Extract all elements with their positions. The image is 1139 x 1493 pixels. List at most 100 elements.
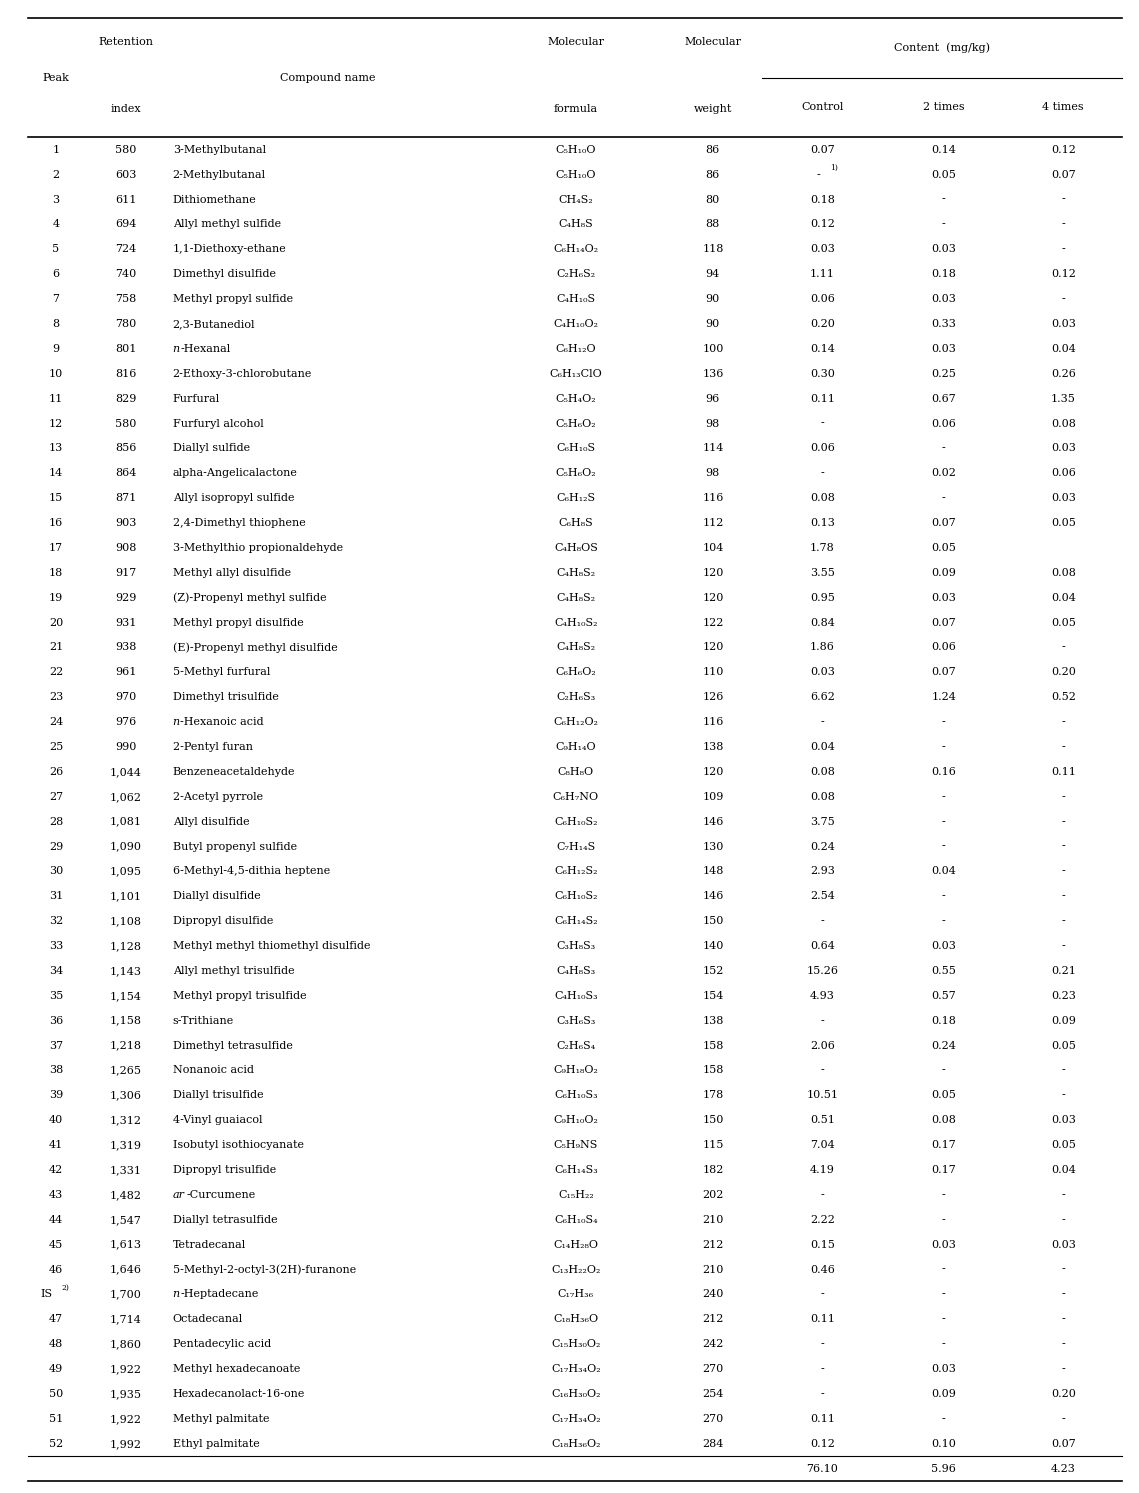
Text: 0.03: 0.03 <box>810 245 835 254</box>
Text: 1.86: 1.86 <box>810 642 835 652</box>
Text: 903: 903 <box>115 518 137 529</box>
Text: 1,158: 1,158 <box>109 1015 141 1026</box>
Text: 0.52: 0.52 <box>1051 693 1075 702</box>
Text: 210: 210 <box>702 1265 723 1275</box>
Text: 929: 929 <box>115 593 137 603</box>
Text: C₉H₁₀O₂: C₉H₁₀O₂ <box>554 1115 598 1126</box>
Text: n: n <box>173 1290 180 1299</box>
Text: 100: 100 <box>702 343 723 354</box>
Text: 136: 136 <box>702 369 723 379</box>
Text: 871: 871 <box>115 493 137 503</box>
Text: n: n <box>173 343 180 354</box>
Text: 0.14: 0.14 <box>810 343 835 354</box>
Text: 1: 1 <box>52 145 59 155</box>
Text: -: - <box>820 1190 825 1200</box>
Text: Methyl propyl sulfide: Methyl propyl sulfide <box>173 294 293 305</box>
Text: 0.07: 0.07 <box>1051 1439 1075 1448</box>
Text: 158: 158 <box>702 1041 723 1051</box>
Text: -: - <box>942 1066 945 1075</box>
Text: C₆H₁₀S: C₆H₁₀S <box>556 443 596 454</box>
Text: 938: 938 <box>115 642 137 652</box>
Text: 1,922: 1,922 <box>109 1414 141 1424</box>
Text: 5-Methyl-2-octyl-3(2H)-furanone: 5-Methyl-2-octyl-3(2H)-furanone <box>173 1265 355 1275</box>
Text: 98: 98 <box>706 418 720 428</box>
Text: -: - <box>820 1339 825 1350</box>
Text: 28: 28 <box>49 817 63 827</box>
Text: n: n <box>173 717 180 727</box>
Text: -: - <box>1062 717 1065 727</box>
Text: (E)-Propenyl methyl disulfide: (E)-Propenyl methyl disulfide <box>173 642 337 652</box>
Text: 2,4-Dimethyl thiophene: 2,4-Dimethyl thiophene <box>173 518 305 529</box>
Text: 864: 864 <box>115 469 137 478</box>
Text: 96: 96 <box>706 394 720 403</box>
Text: 35: 35 <box>49 991 63 1000</box>
Text: 42: 42 <box>49 1165 63 1175</box>
Text: 138: 138 <box>702 1015 723 1026</box>
Text: C₁₅H₃₀O₂: C₁₅H₃₀O₂ <box>551 1339 600 1350</box>
Text: 148: 148 <box>702 866 723 876</box>
Text: formula: formula <box>554 105 598 113</box>
Text: Peak: Peak <box>42 73 69 82</box>
Text: 0.18: 0.18 <box>932 269 957 279</box>
Text: 0.06: 0.06 <box>810 443 835 454</box>
Text: 0.08: 0.08 <box>1051 567 1075 578</box>
Text: 0.07: 0.07 <box>810 145 835 155</box>
Text: -: - <box>1062 891 1065 902</box>
Text: Furfuryl alcohol: Furfuryl alcohol <box>173 418 263 428</box>
Text: 0.04: 0.04 <box>1051 343 1075 354</box>
Text: C₁₈H₃₆O₂: C₁₈H₃₆O₂ <box>551 1439 600 1448</box>
Text: Dimethyl tetrasulfide: Dimethyl tetrasulfide <box>173 1041 293 1051</box>
Text: 178: 178 <box>703 1090 723 1100</box>
Text: 2.93: 2.93 <box>810 866 835 876</box>
Text: 9: 9 <box>52 343 59 354</box>
Text: Nonanoic acid: Nonanoic acid <box>173 1066 254 1075</box>
Text: 4.23: 4.23 <box>1051 1463 1075 1474</box>
Text: index: index <box>110 105 141 113</box>
Text: 0.03: 0.03 <box>932 593 957 603</box>
Text: 4.19: 4.19 <box>810 1165 835 1175</box>
Text: 109: 109 <box>702 791 723 802</box>
Text: 1,081: 1,081 <box>109 817 141 827</box>
Text: 212: 212 <box>702 1239 723 1250</box>
Text: 2.22: 2.22 <box>810 1215 835 1224</box>
Text: 126: 126 <box>702 693 723 702</box>
Text: Allyl methyl sulfide: Allyl methyl sulfide <box>173 219 281 230</box>
Text: 7: 7 <box>52 294 59 305</box>
Text: Butyl propenyl sulfide: Butyl propenyl sulfide <box>173 842 297 851</box>
Text: 94: 94 <box>706 269 720 279</box>
Text: 0.20: 0.20 <box>810 320 835 328</box>
Text: 1,860: 1,860 <box>109 1339 141 1350</box>
Text: 120: 120 <box>702 593 723 603</box>
Text: 104: 104 <box>702 543 723 552</box>
Text: C₅H₆O₂: C₅H₆O₂ <box>556 418 596 428</box>
Text: 1,922: 1,922 <box>109 1365 141 1374</box>
Text: C₆H₁₀S₄: C₆H₁₀S₄ <box>554 1215 598 1224</box>
Text: 25: 25 <box>49 742 63 752</box>
Text: Dimethyl disulfide: Dimethyl disulfide <box>173 269 276 279</box>
Text: C₄H₁₀S: C₄H₁₀S <box>556 294 596 305</box>
Text: 2-Pentyl furan: 2-Pentyl furan <box>173 742 253 752</box>
Text: C₈H₈O: C₈H₈O <box>558 767 593 776</box>
Text: C₃H₈S₃: C₃H₈S₃ <box>556 941 596 951</box>
Text: 0.05: 0.05 <box>1051 518 1075 529</box>
Text: 10: 10 <box>49 369 63 379</box>
Text: Dithiomethane: Dithiomethane <box>173 194 256 205</box>
Text: C₄H₈OS: C₄H₈OS <box>554 543 598 552</box>
Text: 1.11: 1.11 <box>810 269 835 279</box>
Text: C₅H₁₀O: C₅H₁₀O <box>556 145 596 155</box>
Text: 0.11: 0.11 <box>1051 767 1075 776</box>
Text: 0.03: 0.03 <box>932 294 957 305</box>
Text: 0.08: 0.08 <box>810 791 835 802</box>
Text: 0.20: 0.20 <box>1051 667 1075 678</box>
Text: 15.26: 15.26 <box>806 966 838 976</box>
Text: 3.55: 3.55 <box>810 567 835 578</box>
Text: Molecular: Molecular <box>548 37 605 46</box>
Text: 0.11: 0.11 <box>810 1414 835 1424</box>
Text: -: - <box>942 1290 945 1299</box>
Text: -: - <box>820 1066 825 1075</box>
Text: C₆H₁₂O: C₆H₁₂O <box>556 343 596 354</box>
Text: C₄H₁₀S₂: C₄H₁₀S₂ <box>554 618 598 627</box>
Text: 1,700: 1,700 <box>109 1290 141 1299</box>
Text: C₆H₇NO: C₆H₇NO <box>552 791 599 802</box>
Text: 6.62: 6.62 <box>810 693 835 702</box>
